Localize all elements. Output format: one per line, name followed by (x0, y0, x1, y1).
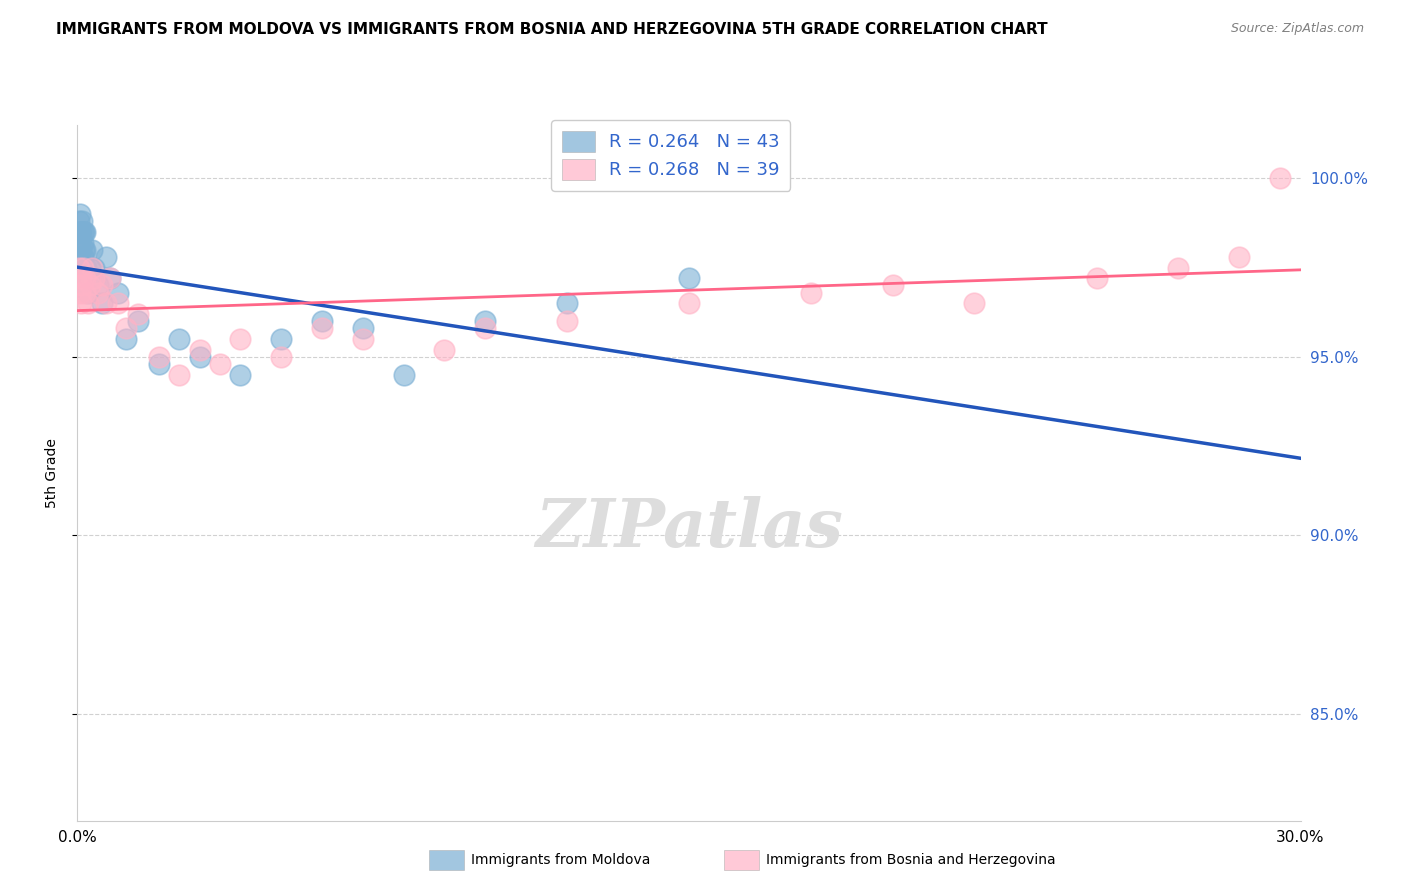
Point (800, 285, 823, 300)
Point (77, 271, 100, 285)
Point (98, 271, 121, 285)
Point (72, 225, 94, 239)
Point (311, 314, 333, 328)
Point (107, 285, 129, 300)
Point (882, 278, 904, 293)
Point (392, 368, 415, 382)
Point (128, 307, 150, 321)
Point (79, 278, 101, 293)
Point (678, 296, 700, 310)
Point (555, 296, 578, 310)
Point (474, 314, 496, 328)
Point (69, 285, 91, 300)
Point (76, 285, 98, 300)
Point (148, 350, 170, 364)
Point (115, 321, 138, 335)
Point (73, 243, 96, 257)
Point (1085, 271, 1108, 285)
Point (209, 357, 232, 371)
Point (87, 285, 110, 300)
Point (67, 278, 90, 293)
Point (70, 260, 93, 275)
Point (73, 271, 96, 285)
Point (270, 332, 292, 346)
Point (83, 260, 105, 275)
Point (69, 207, 91, 221)
Point (1167, 260, 1189, 275)
Point (188, 350, 211, 364)
Point (352, 332, 374, 346)
Point (83, 271, 105, 285)
Point (70, 278, 93, 293)
Point (75, 271, 97, 285)
Point (69, 243, 91, 257)
Point (1270, 171, 1292, 186)
Point (1229, 250, 1251, 264)
Point (70, 278, 93, 293)
Point (75, 260, 97, 275)
Point (90, 278, 112, 293)
Point (73, 285, 96, 300)
Point (128, 314, 150, 328)
Point (79, 260, 101, 275)
Point (311, 321, 333, 335)
Point (72, 235, 94, 250)
Y-axis label: 5th Grade: 5th Grade (45, 438, 59, 508)
Point (70, 225, 93, 239)
Text: IMMIGRANTS FROM MOLDOVA VS IMMIGRANTS FROM BOSNIA AND HERZEGOVINA 5TH GRADE CORR: IMMIGRANTS FROM MOLDOVA VS IMMIGRANTS FR… (56, 22, 1047, 37)
Point (67, 225, 90, 239)
Point (115, 332, 138, 346)
Point (107, 296, 129, 310)
Text: Immigrants from Moldova: Immigrants from Moldova (471, 853, 651, 867)
Point (148, 357, 170, 371)
Point (67, 214, 90, 228)
Text: ZIPatlas: ZIPatlas (536, 496, 842, 561)
Text: Immigrants from Bosnia and Herzegovina: Immigrants from Bosnia and Herzegovina (766, 853, 1056, 867)
Point (229, 368, 252, 382)
Point (678, 271, 700, 285)
Point (69, 225, 91, 239)
Point (75, 225, 97, 239)
Point (70, 296, 93, 310)
Point (87, 278, 110, 293)
Point (229, 332, 252, 346)
Point (76, 296, 98, 310)
Point (94, 250, 117, 264)
Point (90, 296, 112, 310)
Point (270, 350, 292, 364)
Point (963, 296, 986, 310)
Point (67, 250, 90, 264)
Point (70, 214, 93, 228)
Point (75, 243, 97, 257)
Point (169, 368, 191, 382)
Point (72, 260, 94, 275)
Point (169, 332, 191, 346)
Point (69, 271, 91, 285)
Point (67, 235, 90, 250)
Point (94, 296, 117, 310)
Point (98, 271, 121, 285)
Legend: R = 0.264   N = 43, R = 0.268   N = 39: R = 0.264 N = 43, R = 0.268 N = 39 (551, 120, 790, 191)
Point (188, 343, 211, 357)
Point (433, 343, 456, 357)
Point (67, 260, 90, 275)
Text: Source: ZipAtlas.com: Source: ZipAtlas.com (1230, 22, 1364, 36)
Point (352, 321, 374, 335)
Point (73, 225, 96, 239)
Point (80, 260, 103, 275)
Point (474, 321, 496, 335)
Point (555, 314, 578, 328)
Point (80, 243, 103, 257)
Point (72, 250, 94, 264)
